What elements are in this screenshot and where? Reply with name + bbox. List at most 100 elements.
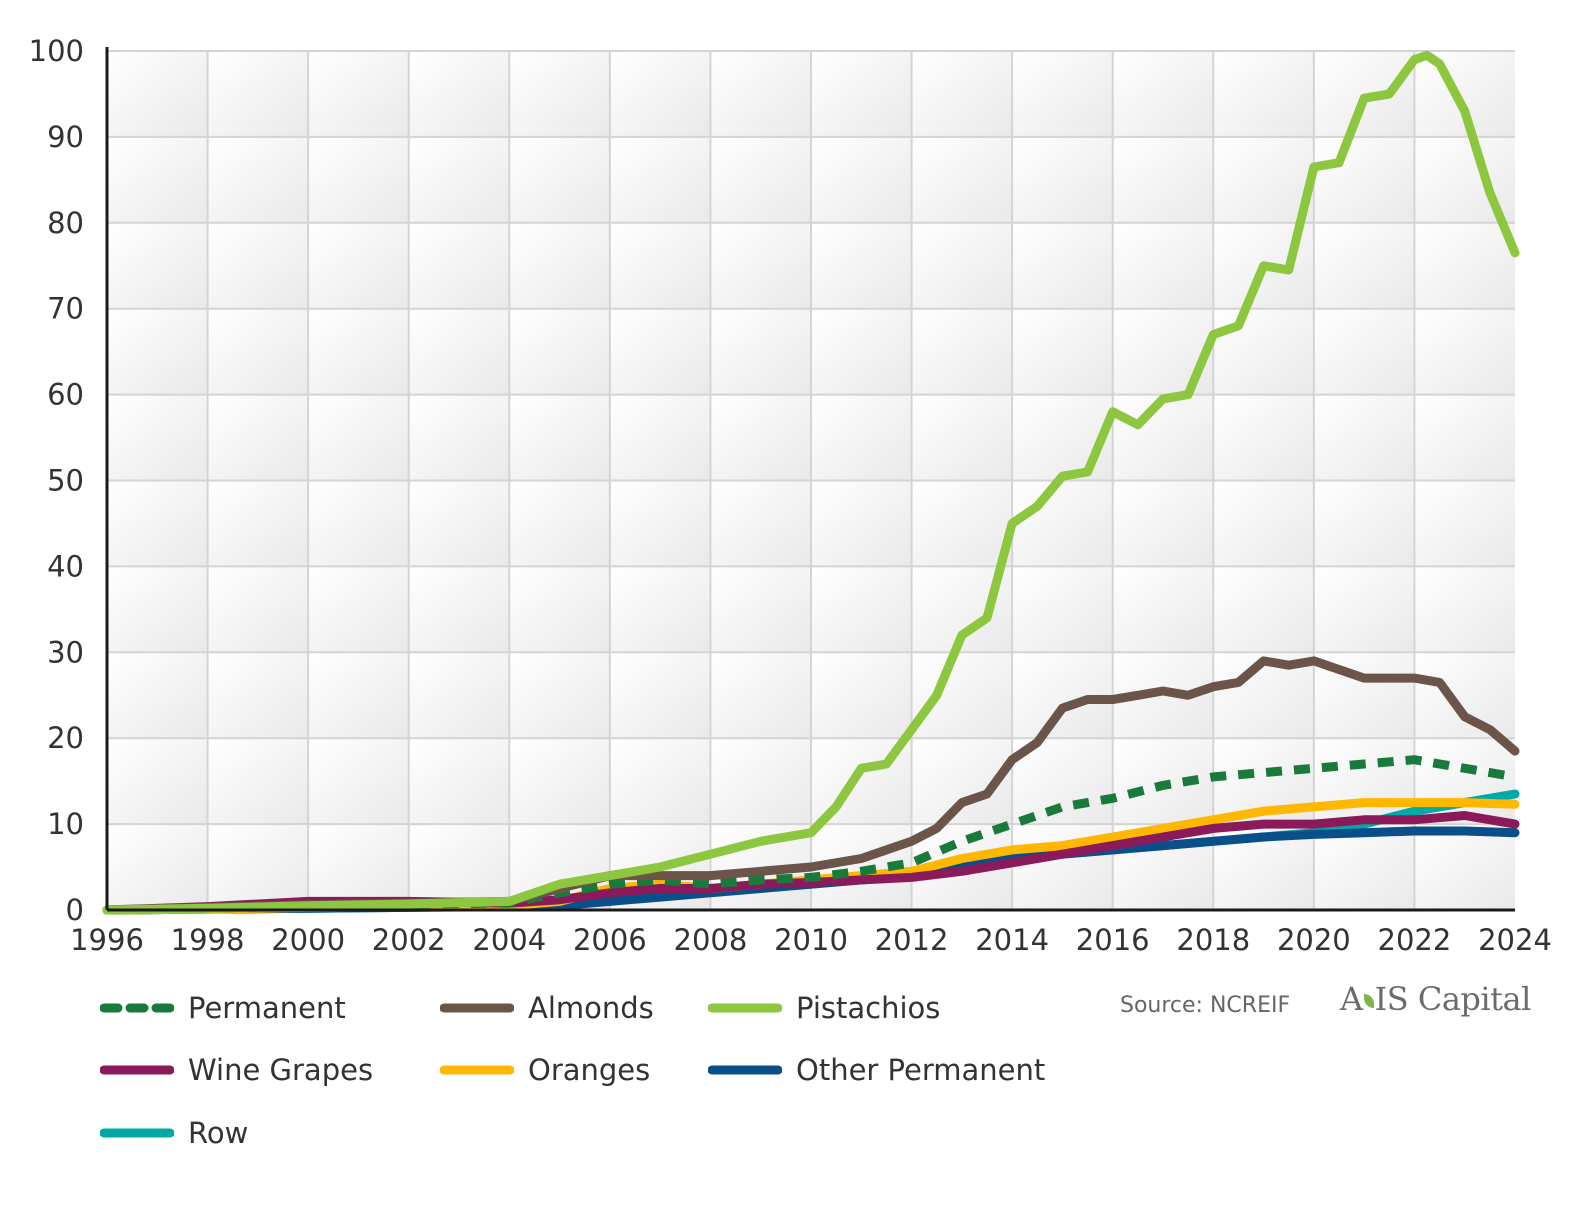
grid-cell xyxy=(1414,308,1515,395)
grid-cell xyxy=(609,136,711,223)
y-tick-label: 60 xyxy=(47,378,84,412)
legend-item-row: Row xyxy=(100,1113,248,1153)
y-tick-label: 10 xyxy=(47,807,84,841)
legend-label-wine-grapes: Wine Grapes xyxy=(188,1053,374,1087)
logo-text-rest: IS Capital xyxy=(1374,980,1532,1018)
grid-cell xyxy=(308,480,409,567)
x-tick-label: 2022 xyxy=(1378,923,1452,957)
grid-cell xyxy=(1414,222,1515,309)
grid-cell xyxy=(308,51,409,137)
legend-item-pistachios: Pistachios xyxy=(708,988,940,1028)
line-chart: 1996 1998 2000 2002 2004 2006 2008 2010 2012 2014… xyxy=(29,34,1552,957)
legend-label-almonds: Almonds xyxy=(528,991,654,1025)
grid-cell xyxy=(1213,308,1314,395)
x-tick-label: 2020 xyxy=(1277,923,1351,957)
grid-cell xyxy=(207,394,309,481)
legend-swatch-other-permanent xyxy=(708,1065,782,1075)
grid-cell xyxy=(609,652,711,739)
grid-cell xyxy=(207,566,309,653)
source-note: Source: NCREIF xyxy=(1120,993,1291,1018)
grid-cell xyxy=(509,51,610,137)
grid-cell xyxy=(1313,566,1415,653)
grid-cell xyxy=(1012,222,1113,309)
grid-cell xyxy=(1112,566,1214,653)
grid-cell xyxy=(1213,480,1314,567)
grid-cell xyxy=(1012,136,1113,223)
grid-cell xyxy=(811,394,912,481)
grid-cell xyxy=(107,652,208,739)
grid-cell xyxy=(710,652,811,739)
x-tick-label: 2014 xyxy=(975,923,1049,957)
grid-cell xyxy=(1213,136,1314,223)
grid-cell xyxy=(509,394,610,481)
y-tick-label: 0 xyxy=(66,893,84,927)
grid-cell xyxy=(811,480,912,567)
legend-swatch-oranges xyxy=(440,1065,514,1075)
legend-label-pistachios: Pistachios xyxy=(796,991,941,1025)
grid-cell xyxy=(609,308,711,395)
grid-cell xyxy=(308,394,409,481)
grid-cell xyxy=(1213,566,1314,653)
x-tick-label: 2012 xyxy=(875,923,949,957)
legend-swatch-permanent xyxy=(100,1003,174,1013)
x-tick-label: 2006 xyxy=(573,923,647,957)
grid-cell xyxy=(710,738,811,825)
grid-cell xyxy=(1414,824,1515,910)
grid-cell xyxy=(811,222,912,309)
x-axis-ticks: 1996 1998 2000 2002 2004 2006 2008 2010 2012 2014… xyxy=(70,923,1552,957)
grid-cell xyxy=(609,222,711,309)
x-tick-label: 1998 xyxy=(171,923,245,957)
grid-cell xyxy=(1012,480,1113,567)
legend-swatch-row xyxy=(100,1128,174,1138)
x-tick-label: 2000 xyxy=(271,923,345,957)
grid-cell xyxy=(609,51,711,137)
grid-cell xyxy=(107,824,208,910)
grid-cell xyxy=(408,566,510,653)
grid-cell xyxy=(207,308,309,395)
grid-cell xyxy=(509,652,610,739)
y-tick-label: 80 xyxy=(47,206,84,240)
grid-cell xyxy=(408,136,510,223)
grid-cell xyxy=(911,51,1013,137)
grid-cell xyxy=(509,222,610,309)
grid-cell xyxy=(911,136,1013,223)
grid-cell xyxy=(408,51,510,137)
y-tick-label: 100 xyxy=(29,34,84,68)
logo-text-a: A xyxy=(1340,980,1363,1018)
grid-cell xyxy=(107,308,208,395)
grid-cell xyxy=(107,738,208,825)
legend-item-oranges: Oranges xyxy=(440,1050,650,1090)
grid-cell xyxy=(609,480,711,567)
grid-cell xyxy=(710,394,811,481)
grid-cell xyxy=(1012,394,1113,481)
legend-item-permanent: Permanent xyxy=(100,988,346,1028)
y-tick-label: 20 xyxy=(47,721,84,755)
grid-cell xyxy=(509,480,610,567)
grid-cell xyxy=(308,308,409,395)
legend-label-oranges: Oranges xyxy=(528,1053,651,1087)
legend-label-other-permanent: Other Permanent xyxy=(796,1053,1046,1087)
grid-cell xyxy=(609,394,711,481)
y-tick-label: 30 xyxy=(47,635,84,669)
grid-cell xyxy=(710,566,811,653)
grid-cell xyxy=(1313,308,1415,395)
grid-cell xyxy=(911,394,1013,481)
grid-cell xyxy=(1313,136,1415,223)
grid-cell xyxy=(107,136,208,223)
y-tick-label: 40 xyxy=(47,549,84,583)
legend-label-permanent: Permanent xyxy=(188,991,346,1025)
grid-cell xyxy=(1313,222,1415,309)
x-tick-label: 1996 xyxy=(70,923,144,957)
grid-cell xyxy=(207,652,309,739)
grid-cell xyxy=(710,51,811,137)
legend-item-wine-grapes: Wine Grapes xyxy=(100,1050,373,1090)
grid-cell xyxy=(408,738,510,825)
grid-cell xyxy=(308,136,409,223)
grid-cell xyxy=(1213,394,1314,481)
grid-cell xyxy=(408,824,510,910)
grid-cell xyxy=(107,480,208,567)
x-tick-label: 2016 xyxy=(1076,923,1150,957)
grid-cell xyxy=(710,480,811,567)
grid-cell xyxy=(308,824,409,910)
grid-cell xyxy=(207,222,309,309)
